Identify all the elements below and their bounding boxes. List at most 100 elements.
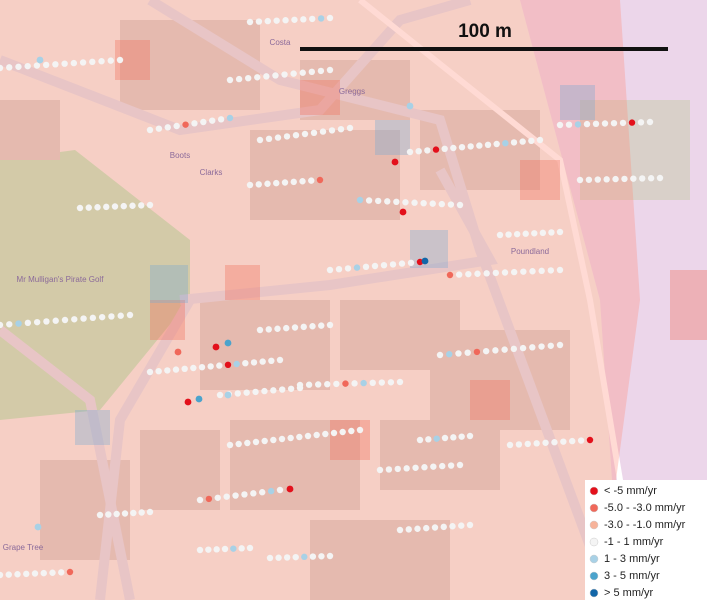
measurement-point [449,523,456,530]
legend: < -5 mm/yr -5.0 - -3.0 mm/yr -3.0 - -1.0 m… [589,485,686,599]
measurement-point [244,439,251,447]
measurement-point [318,553,325,560]
measurement-point [356,426,364,434]
measurement-point [212,343,220,351]
measurement-point [190,364,197,372]
measurement-point [628,119,636,126]
measurement-point [259,358,266,365]
measurement-point [502,140,509,147]
measurement-point [146,126,154,134]
measurement-point [76,204,84,212]
measurement-point [458,144,466,151]
measurement-point [182,121,189,128]
measurement-point [391,158,399,166]
measurement-point [235,440,242,448]
measurement-point [234,390,241,397]
measurement-point [52,61,59,68]
measurement-point [384,198,391,205]
measurement-point [538,343,545,350]
measurement-point [326,552,334,560]
measurement-point [282,17,289,24]
measurement-point [529,344,536,351]
measurement-point [96,511,104,519]
measurement-point [467,143,474,150]
measurement-point [326,66,334,74]
measurement-point [637,119,645,126]
measurement-point [330,429,338,437]
measurement-point [396,526,404,534]
measurement-point [630,175,637,182]
measurement-point [406,148,414,156]
measurement-point [510,268,518,276]
measurement-point [217,116,225,123]
measurement-point [40,569,47,577]
measurement-point [200,118,207,126]
measurement-point [207,363,214,370]
measurement-point [396,378,404,386]
measurement-point [42,61,50,69]
measurement-point [107,57,114,64]
legend-label: -5.0 - -3.0 mm/yr [604,502,686,514]
measurement-point [256,326,264,334]
measurement-point [326,266,334,274]
measurement-point [324,380,331,388]
measurement-point [98,58,105,65]
measurement-point [322,430,329,438]
measurement-point [0,571,4,579]
measurement-point [224,391,232,399]
deformation-overlay [0,0,640,600]
measurement-point [246,181,254,189]
measurement-point [316,176,324,184]
measurement-point [301,553,308,561]
measurement-point [291,16,298,23]
place-label: Mr Mulligan's Pirate Golf [17,275,105,284]
measurement-point [387,379,395,386]
measurement-point [49,569,56,576]
measurement-point [259,489,266,496]
legend-swatch [589,486,599,496]
measurement-point [583,120,591,128]
measurement-point [111,203,119,210]
measurement-point [610,120,618,127]
measurement-point [318,322,325,329]
measurement-point [348,427,355,435]
legend-swatch [589,537,599,547]
place-label: Clarks [200,168,223,177]
measurement-point [71,316,78,323]
measurement-point [326,14,334,22]
measurement-point [94,204,101,211]
measurement-point [292,553,299,561]
measurement-point [250,359,258,366]
measurement-point [513,230,521,238]
measurement-point [425,436,432,443]
measurement-point [164,124,171,131]
measurement-point [415,148,422,155]
measurement-point [216,362,223,369]
place-label: Costa [270,38,291,47]
measurement-point [235,75,243,83]
measurement-point [432,146,440,153]
measurement-point [146,508,154,516]
measurement-point [646,118,654,126]
measurement-point [233,360,240,368]
measurement-point [290,70,297,77]
measurement-point [402,199,409,206]
measurement-point [113,510,120,518]
measurement-point [290,178,297,186]
legend-box [585,480,707,600]
measurement-point [264,180,271,187]
measurement-point [398,260,406,267]
measurement-point [265,135,273,142]
measurement-point [155,125,163,132]
measurement-point [474,270,481,277]
measurement-point [450,144,457,152]
measurement-point [394,465,401,473]
measurement-point [528,137,535,144]
measurement-point [15,63,22,70]
measurement-point [43,318,50,325]
measurement-point [314,381,322,388]
measurement-point [31,570,39,577]
measurement-point [317,15,325,22]
measurement-point [270,387,277,394]
measurement-point [421,257,429,265]
